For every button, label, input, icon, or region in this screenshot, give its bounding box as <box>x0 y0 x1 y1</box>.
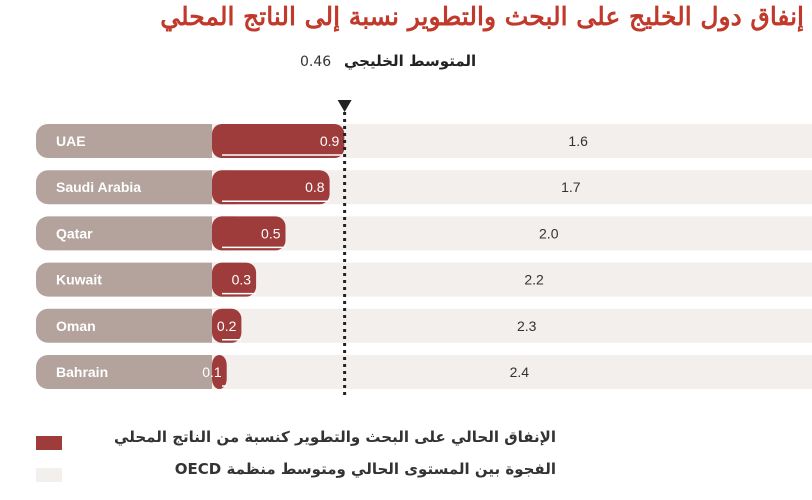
country-label: Qatar <box>56 225 93 241</box>
gap-value-label: 2.2 <box>524 272 544 288</box>
current-bar <box>212 216 286 251</box>
current-value-label: 0.3 <box>232 272 252 288</box>
legend-item-gap: الفجوة بين المستوى الحالي ومتوسط منظمة O… <box>36 460 556 484</box>
current-bar <box>212 262 257 297</box>
legend: الإنفاق الحالي على البحث والتطوير كنسبة … <box>0 420 812 500</box>
bar-chart: UAE 0.9 1.6 Saudi Arabia 0.8 1.7 Qatar 0.5 2.0 Ku… <box>36 100 812 395</box>
current-value-label: 0.9 <box>320 133 340 149</box>
average-text: المتوسط الخليجي <box>343 52 477 70</box>
country-bg <box>36 262 246 297</box>
current-bar <box>212 308 242 343</box>
gap-value-label: 1.6 <box>568 133 588 149</box>
gap-value-label: 2.3 <box>517 318 537 334</box>
average-value: 0.46 <box>300 54 332 70</box>
average-label: 0.46 المتوسط الخليجي <box>300 52 530 70</box>
current-bar <box>212 170 330 205</box>
chart-title: إنفاق دول الخليج على البحث والتطوير نسبة… <box>160 2 804 31</box>
current-bar <box>212 355 227 389</box>
gap-bar <box>212 355 812 389</box>
current-value-label: 0.2 <box>217 318 237 334</box>
country-bg <box>36 355 246 389</box>
legend-label-current: الإنفاق الحالي على البحث والتطوير كنسبة … <box>114 428 556 446</box>
country-bg <box>36 308 246 343</box>
country-label: Saudi Arabia <box>56 179 141 195</box>
average-marker <box>337 100 352 112</box>
current-value-label: 0.1 <box>202 364 222 380</box>
current-value-label: 0.5 <box>261 225 281 241</box>
legend-swatch-gap <box>36 468 62 482</box>
country-label: Bahrain <box>56 364 108 380</box>
gap-bar <box>212 262 812 297</box>
country-bg <box>36 124 246 158</box>
legend-label-gap: الفجوة بين المستوى الحالي ومتوسط منظمة O… <box>174 460 556 478</box>
gap-bar <box>212 216 812 251</box>
gap-bar <box>212 308 812 343</box>
legend-item-current: الإنفاق الحالي على البحث والتطوير كنسبة … <box>36 428 556 452</box>
current-bar <box>212 124 345 158</box>
country-bg <box>36 216 246 251</box>
country-label: Kuwait <box>56 272 102 288</box>
gap-value-label: 2.4 <box>510 364 530 380</box>
gap-value-label: 2.0 <box>539 225 559 241</box>
country-label: UAE <box>56 133 86 149</box>
current-value-label: 0.8 <box>305 179 325 195</box>
legend-swatch-current <box>36 436 62 450</box>
country-label: Oman <box>56 318 96 334</box>
gap-value-label: 1.7 <box>561 179 581 195</box>
country-bg <box>36 170 246 205</box>
